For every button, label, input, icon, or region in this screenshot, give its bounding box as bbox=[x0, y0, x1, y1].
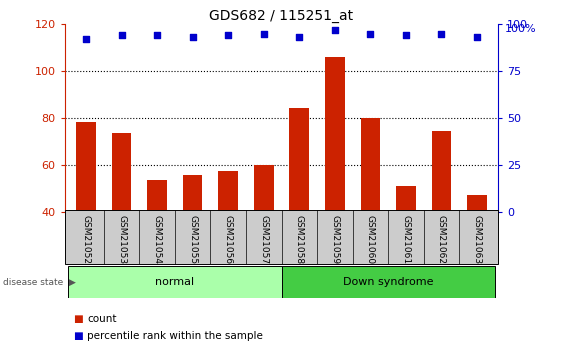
Text: GSM21053: GSM21053 bbox=[117, 215, 126, 264]
Text: GSM21060: GSM21060 bbox=[366, 215, 375, 264]
Text: count: count bbox=[87, 314, 117, 324]
Bar bbox=[467, 195, 486, 212]
Bar bbox=[68, 266, 282, 298]
Bar bbox=[325, 57, 345, 212]
Point bbox=[437, 31, 446, 36]
Point bbox=[153, 33, 162, 38]
Text: GSM21052: GSM21052 bbox=[82, 215, 91, 264]
Text: GSM21055: GSM21055 bbox=[188, 215, 197, 264]
Bar bbox=[360, 118, 380, 212]
Point bbox=[330, 27, 339, 32]
Point bbox=[224, 33, 233, 38]
Bar bbox=[396, 186, 415, 212]
Bar bbox=[432, 131, 451, 212]
Text: disease state  ▶: disease state ▶ bbox=[3, 277, 75, 287]
Bar bbox=[65, 210, 498, 264]
Text: normal: normal bbox=[155, 277, 194, 287]
Text: GSM21056: GSM21056 bbox=[224, 215, 233, 264]
Bar bbox=[289, 108, 309, 212]
Point bbox=[472, 34, 481, 40]
Text: percentile rank within the sample: percentile rank within the sample bbox=[87, 332, 263, 341]
Bar bbox=[254, 165, 274, 212]
Point bbox=[366, 31, 375, 36]
Bar bbox=[148, 180, 167, 212]
Text: GSM21059: GSM21059 bbox=[330, 215, 339, 264]
Text: 100%: 100% bbox=[505, 24, 537, 34]
Bar bbox=[183, 175, 203, 212]
Point bbox=[259, 31, 268, 36]
Text: Down syndrome: Down syndrome bbox=[343, 277, 434, 287]
Point bbox=[117, 33, 126, 38]
Text: GDS682 / 115251_at: GDS682 / 115251_at bbox=[209, 9, 354, 23]
Text: GSM21057: GSM21057 bbox=[259, 215, 268, 264]
Text: GSM21062: GSM21062 bbox=[437, 215, 446, 264]
Point bbox=[295, 34, 304, 40]
Text: GSM21058: GSM21058 bbox=[295, 215, 304, 264]
Bar bbox=[282, 266, 495, 298]
Point bbox=[401, 33, 410, 38]
Bar bbox=[218, 171, 238, 212]
Bar bbox=[77, 122, 96, 212]
Text: ■: ■ bbox=[73, 314, 83, 324]
Point bbox=[188, 34, 197, 40]
Text: GSM21061: GSM21061 bbox=[401, 215, 410, 264]
Bar bbox=[112, 134, 131, 212]
Text: ■: ■ bbox=[73, 332, 83, 341]
Point bbox=[82, 37, 91, 42]
Text: GSM21054: GSM21054 bbox=[153, 215, 162, 264]
Text: GSM21063: GSM21063 bbox=[472, 215, 481, 264]
